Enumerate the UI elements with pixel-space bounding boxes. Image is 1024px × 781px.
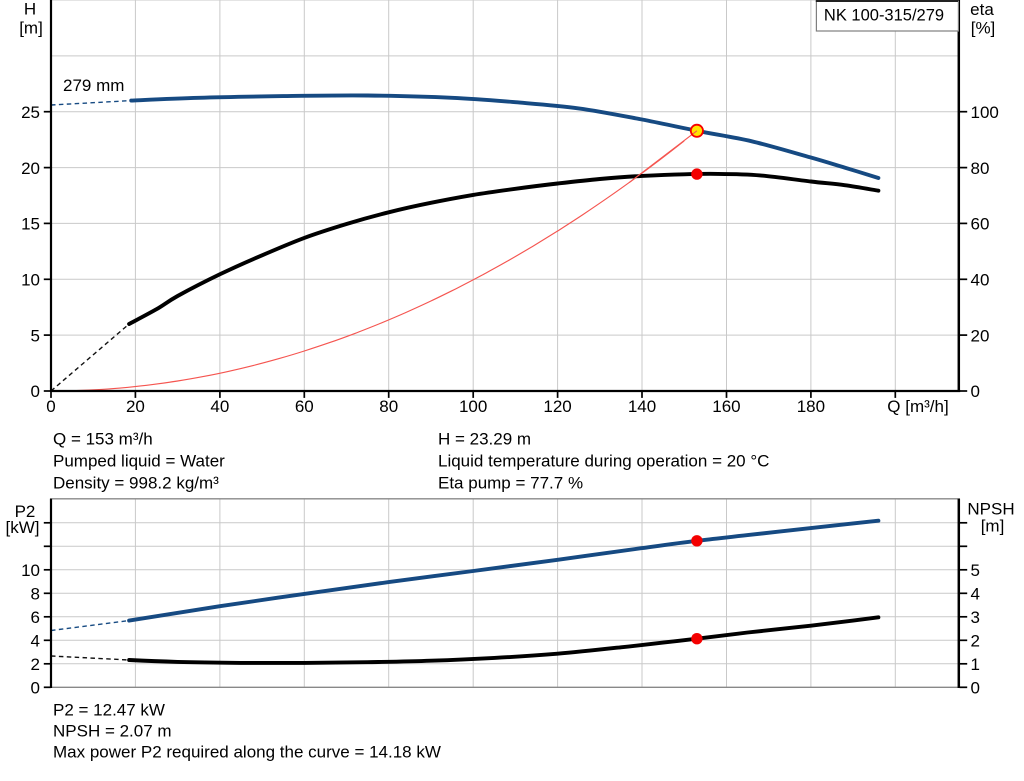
svg-text:eta: eta: [970, 0, 994, 19]
svg-text:H: H: [24, 0, 36, 19]
svg-text:P2: P2: [15, 502, 36, 521]
svg-text:0: 0: [971, 382, 980, 401]
svg-text:Pumped liquid = Water: Pumped liquid = Water: [53, 452, 225, 471]
svg-text:25: 25: [21, 103, 40, 122]
svg-text:100: 100: [459, 397, 487, 416]
svg-text:[m]: [m]: [19, 19, 43, 38]
svg-text:H = 23.29 m: H = 23.29 m: [438, 430, 531, 449]
svg-text:279 mm: 279 mm: [63, 76, 124, 95]
svg-text:P2 = 12.47 kW: P2 = 12.47 kW: [53, 701, 165, 720]
svg-text:2: 2: [31, 655, 40, 674]
svg-text:100: 100: [971, 103, 999, 122]
svg-text:Eta pump = 77.7 %: Eta pump = 77.7 %: [438, 474, 583, 493]
svg-text:3: 3: [971, 608, 980, 627]
svg-text:0: 0: [971, 679, 980, 698]
svg-text:80: 80: [971, 159, 990, 178]
svg-text:NPSH = 2.07 m: NPSH = 2.07 m: [53, 722, 172, 741]
svg-text:60: 60: [295, 397, 314, 416]
svg-text:Q = 153 m³/h: Q = 153 m³/h: [53, 430, 153, 449]
svg-text:0: 0: [31, 382, 40, 401]
svg-text:15: 15: [21, 215, 40, 234]
svg-text:NPSH: NPSH: [967, 500, 1014, 519]
svg-text:0: 0: [31, 679, 40, 698]
svg-text:4: 4: [971, 585, 980, 604]
svg-text:140: 140: [628, 397, 656, 416]
svg-text:2: 2: [971, 632, 980, 651]
svg-text:0: 0: [46, 397, 55, 416]
svg-text:[m]: [m]: [981, 517, 1005, 536]
svg-text:160: 160: [712, 397, 740, 416]
svg-text:1: 1: [971, 655, 980, 674]
svg-text:20: 20: [126, 397, 145, 416]
svg-text:10: 10: [21, 561, 40, 580]
svg-text:NK 100-315/279: NK 100-315/279: [824, 7, 944, 25]
svg-text:20: 20: [21, 159, 40, 178]
svg-text:6: 6: [31, 608, 40, 627]
svg-text:5: 5: [971, 561, 980, 580]
svg-text:5: 5: [31, 326, 40, 345]
svg-text:4: 4: [31, 632, 40, 651]
svg-text:40: 40: [971, 270, 990, 289]
svg-text:Q [m³/h]: Q [m³/h]: [887, 397, 948, 416]
svg-text:10: 10: [21, 270, 40, 289]
svg-text:Density = 998.2 kg/m³: Density = 998.2 kg/m³: [53, 474, 219, 493]
svg-text:[%]: [%]: [971, 19, 996, 38]
svg-text:8: 8: [31, 585, 40, 604]
svg-text:Liquid temperature during oper: Liquid temperature during operation = 20…: [438, 452, 769, 471]
svg-text:20: 20: [971, 326, 990, 345]
svg-text:180: 180: [797, 397, 825, 416]
svg-text:Max power P2 required along th: Max power P2 required along the curve = …: [53, 743, 441, 762]
svg-text:40: 40: [210, 397, 229, 416]
svg-text:60: 60: [971, 215, 990, 234]
svg-text:120: 120: [543, 397, 571, 416]
svg-text:[kW]: [kW]: [6, 518, 40, 537]
svg-text:80: 80: [379, 397, 398, 416]
